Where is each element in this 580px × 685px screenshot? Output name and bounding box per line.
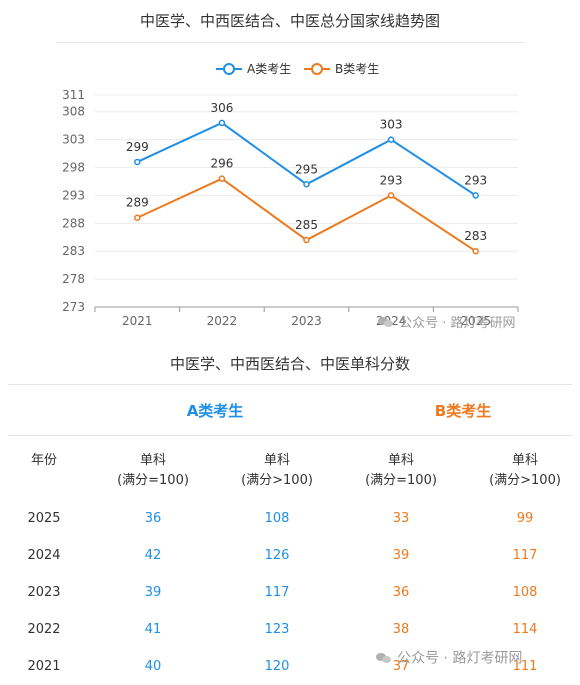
y-tick-label: 288 — [62, 216, 85, 230]
wechat-icon — [378, 316, 394, 328]
data-label: 283 — [464, 229, 487, 243]
x-tick-label: 2021 — [122, 314, 153, 328]
data-point — [303, 181, 310, 188]
x-tick-label: 2022 — [207, 314, 238, 328]
data-point — [387, 192, 395, 199]
wechat-icon — [376, 652, 392, 664]
table-cell: 38 — [392, 622, 410, 637]
data-point — [472, 247, 479, 255]
data-point — [218, 175, 226, 182]
table-cell: 33 — [392, 511, 410, 526]
y-tick-label: 283 — [62, 244, 85, 258]
table-watermark: 公众号 · 路灯考研网 — [376, 647, 522, 668]
y-tick-label: 303 — [62, 133, 85, 147]
table-cell: 41 — [144, 622, 162, 637]
data-point — [387, 136, 395, 143]
y-tick-label: 273 — [62, 300, 85, 314]
data-point — [472, 192, 479, 199]
column-header: 单科 (满分>100) — [465, 451, 580, 491]
data-label: 303 — [380, 118, 403, 132]
legend-marker — [311, 63, 323, 75]
table-cell: 108 — [512, 585, 538, 600]
column-header-line2: (满分=100) — [117, 473, 189, 488]
column-header-line2: (满分>100) — [489, 473, 561, 488]
table-cell: 123 — [264, 622, 290, 637]
year-header: 年份 — [30, 453, 57, 468]
table-cell: 37 — [392, 659, 410, 674]
table-cell: 39 — [144, 585, 162, 600]
x-tick-label: 2023 — [291, 314, 322, 328]
data-point — [218, 119, 226, 127]
table-cell: 40 — [144, 659, 162, 674]
row-year: 2022 — [27, 622, 61, 637]
column-header: 单科 (满分=100) — [93, 451, 213, 491]
data-point — [134, 214, 141, 221]
column-header-line2: (满分=100) — [365, 473, 437, 488]
table-cell: 111 — [512, 659, 538, 674]
line-chart: 273 278 283 288 293 298 303 308 311 2021 2022 2023 2… — [62, 62, 519, 328]
data-label: 295 — [295, 162, 318, 176]
data-point — [134, 158, 141, 166]
table-cell: 120 — [264, 659, 290, 674]
row-year: 2024 — [27, 548, 61, 563]
table-cell: 99 — [516, 511, 534, 526]
chart-watermark: 公众号 · 路灯考研网 — [378, 311, 516, 331]
table-cell: 126 — [264, 548, 290, 563]
y-tick-label: 293 — [62, 188, 85, 202]
data-label: 293 — [380, 173, 403, 187]
table-cell: 36 — [144, 511, 162, 526]
x-tick-label: 2025 — [460, 314, 491, 328]
y-tick-label: 308 — [62, 105, 85, 119]
table-cell: 117 — [512, 548, 538, 563]
chart-title-divider — [56, 42, 524, 43]
y-tick-label: 298 — [62, 161, 85, 175]
table-cell: 108 — [264, 511, 290, 526]
watermark-text: 公众号 · 路灯考研网 — [397, 650, 523, 667]
row-year: 2025 — [27, 511, 61, 526]
legend-label: B类考生 — [335, 62, 379, 76]
legend-marker — [223, 63, 235, 75]
group-b-label: B类考生 — [434, 402, 492, 420]
data-label: 289 — [126, 196, 149, 210]
row-year: 2023 — [27, 585, 61, 600]
table-header-divider — [8, 435, 572, 436]
column-header-line1: 单科 — [511, 453, 538, 468]
data-label: 293 — [464, 173, 487, 187]
column-header: 单科 (满分=100) — [341, 451, 461, 491]
row-year: 2021 — [27, 659, 61, 674]
column-header: 单科 (满分>100) — [217, 451, 337, 491]
table-cell: 114 — [512, 622, 538, 637]
table-title: 中医学、中西医结合、中医单科分数 — [169, 355, 410, 373]
table-cell: 39 — [392, 548, 410, 563]
table-top-divider — [8, 384, 572, 385]
group-a-header: A类考生 — [130, 400, 300, 421]
data-point — [303, 236, 310, 244]
chart-title: 中医学、中西医结合、中医总分国家线趋势图 — [139, 12, 440, 30]
column-header-line1: 单科 — [387, 453, 414, 468]
data-label: 296 — [210, 157, 233, 171]
column-header-line1: 单科 — [139, 453, 166, 468]
table-cell: 42 — [144, 548, 162, 563]
table-cell: 36 — [392, 585, 410, 600]
data-label: 306 — [210, 101, 233, 115]
group-a-label: A类考生 — [186, 402, 244, 420]
column-header-line2: (满分>100) — [241, 473, 313, 488]
group-b-header: B类考生 — [378, 400, 548, 421]
table-cell: 117 — [264, 585, 290, 600]
watermark-text: 公众号 · 路灯考研网 — [399, 316, 516, 331]
column-header-line1: 单科 — [263, 453, 290, 468]
data-label: 299 — [126, 140, 149, 154]
y-tick-label: 278 — [62, 272, 85, 286]
legend-label: A类考生 — [247, 62, 291, 76]
y-tick-label: 311 — [62, 88, 85, 102]
data-label: 285 — [295, 218, 318, 232]
